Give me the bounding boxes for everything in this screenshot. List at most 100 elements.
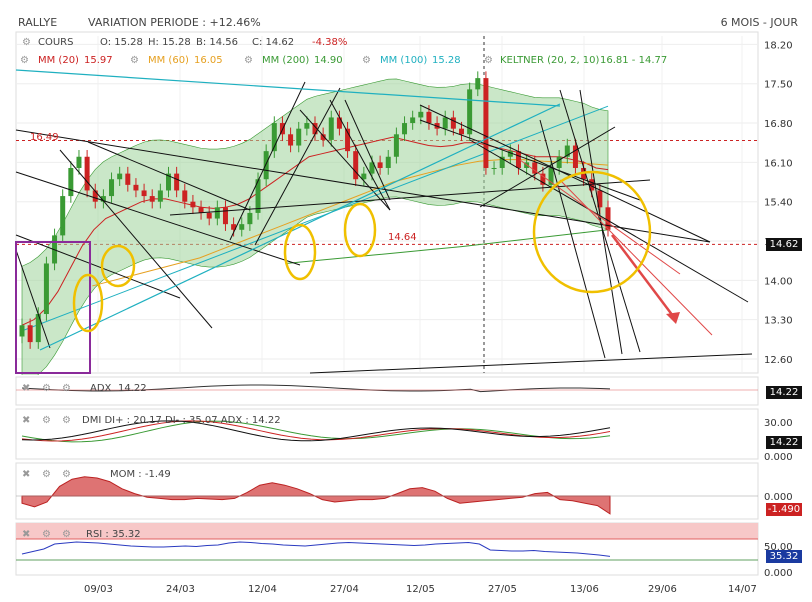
rsi-line — [21, 541, 611, 557]
candle-body — [483, 78, 489, 168]
annotation-1464: 14.64 — [388, 232, 417, 243]
candle-body — [597, 190, 603, 208]
candle-body — [76, 156, 82, 168]
candle-body — [27, 325, 33, 343]
trend-line — [479, 126, 616, 208]
candle-body — [214, 207, 220, 219]
candle-body — [263, 151, 269, 180]
gear-icon[interactable]: ⚙ — [484, 55, 493, 66]
adx-title: ADX — [90, 383, 112, 394]
x-tick-label: 12/05 — [406, 584, 435, 595]
legend-keltner-val: 16.81 - 14.77 — [600, 55, 667, 66]
candle-body — [328, 117, 334, 140]
stock-title: RALLYE — [18, 16, 58, 29]
trend-line — [15, 234, 181, 299]
candlesticks — [19, 71, 611, 349]
trend-line — [469, 139, 749, 303]
highlight-ellipse — [283, 223, 317, 281]
candle-body — [475, 78, 481, 90]
price-chart: 18.2017.5016.8016.1015.4014.7014.0013.30… — [15, 31, 793, 375]
gear-icon[interactable]: ⚙ — [130, 55, 139, 66]
candle-body — [450, 117, 456, 129]
trend-line — [329, 99, 391, 211]
dmi-series — [21, 420, 611, 442]
dmi-series — [21, 420, 611, 443]
dmi-chart: ✖ ⚙ ⚙ DMI DI+ : 20.17 DI- : 35.07 ADX : … — [15, 408, 793, 460]
candle-body — [190, 201, 196, 208]
trend-line — [299, 109, 391, 211]
trend-line — [309, 353, 753, 374]
gear-icon[interactable]: ⚙ — [362, 55, 371, 66]
candle-body — [418, 111, 424, 118]
legend-mm100: MM (100) — [380, 55, 427, 66]
candle-body — [353, 151, 359, 180]
mom-tick-0: 0.000 — [764, 492, 793, 503]
period-selector[interactable]: 6 MOIS - JOUR — [720, 16, 798, 29]
candle-body — [532, 162, 538, 174]
trend-line — [59, 149, 213, 329]
legend-mm100-val: 15.28 — [432, 55, 461, 66]
y-tick-label: 18.20 — [764, 40, 793, 51]
candle-body — [320, 134, 326, 140]
candle-body — [426, 111, 432, 124]
close-icon[interactable]: ✖ — [22, 529, 30, 540]
gear-icon[interactable]: ⚙ — [42, 469, 51, 480]
legend-mm60-val: 16.05 — [194, 55, 223, 66]
trend-line — [419, 104, 711, 243]
trend-line — [419, 119, 641, 201]
candle-body — [174, 173, 180, 191]
legend-close: C: 14.62 — [252, 37, 294, 48]
trend-line — [169, 179, 651, 216]
channel-bottom — [39, 103, 561, 351]
rsi-tag: 35.32 — [766, 550, 802, 563]
candle-body — [442, 117, 448, 129]
gear-icon[interactable]: ⚙ — [42, 383, 51, 394]
gear-icon[interactable]: ⚙ — [42, 529, 51, 540]
gear-icon[interactable]: ⚙ — [62, 415, 71, 426]
mom-label: MOM : -1.49 — [110, 469, 171, 480]
adx-value: 14.22 — [118, 383, 147, 394]
legend-open: O: 15.28 — [100, 37, 143, 48]
x-tick-label: 24/03 — [166, 584, 195, 595]
candle-body — [369, 162, 375, 174]
close-icon[interactable]: ✖ — [22, 415, 30, 426]
gear-icon[interactable]: ⚙ — [20, 55, 29, 66]
legend-mm20-val: 15.97 — [84, 55, 113, 66]
candle-body — [548, 167, 554, 185]
candle-body — [572, 145, 578, 168]
candle-body — [336, 117, 342, 129]
candle-body — [149, 196, 155, 202]
candle-body — [459, 128, 464, 135]
gear-icon[interactable]: ⚙ — [42, 415, 51, 426]
legend-row-cours: ⚙ COURS O: 15.28 H: 15.28 B: 14.56 C: 14… — [22, 37, 347, 48]
close-icon[interactable]: ✖ — [22, 383, 30, 394]
candle-body — [402, 123, 408, 135]
candle-body — [35, 314, 41, 343]
candle-body — [198, 207, 204, 213]
mom-area — [16, 476, 758, 515]
candle-body — [385, 156, 391, 168]
arrow-head — [666, 312, 680, 324]
red-channel — [519, 159, 681, 275]
mom-tag: -1.490 — [766, 503, 802, 516]
gear-icon[interactable]: ⚙ — [62, 529, 71, 540]
close-icon[interactable]: ✖ — [22, 469, 30, 480]
candle-body — [271, 123, 277, 152]
gear-icon[interactable]: ⚙ — [22, 37, 31, 48]
forecast-arrow — [611, 234, 677, 321]
highlight-box — [15, 241, 91, 374]
candle-body — [157, 190, 163, 202]
gear-icon[interactable]: ⚙ — [244, 55, 253, 66]
legend-low: B: 14.56 — [196, 37, 238, 48]
gear-icon[interactable]: ⚙ — [62, 383, 71, 394]
candle-body — [255, 179, 261, 213]
x-tick-label: 14/07 — [728, 584, 757, 595]
dmi-lines — [21, 420, 611, 443]
mm60-line — [92, 159, 609, 287]
mom-chart: ✖ ⚙ ⚙ MOM : -1.49 0.000 — [15, 462, 793, 520]
highlight-ellipse — [343, 202, 377, 258]
candle-body — [100, 196, 106, 202]
candle-body — [166, 173, 171, 191]
gear-icon[interactable]: ⚙ — [62, 469, 71, 480]
legend-cours: COURS — [38, 37, 73, 48]
